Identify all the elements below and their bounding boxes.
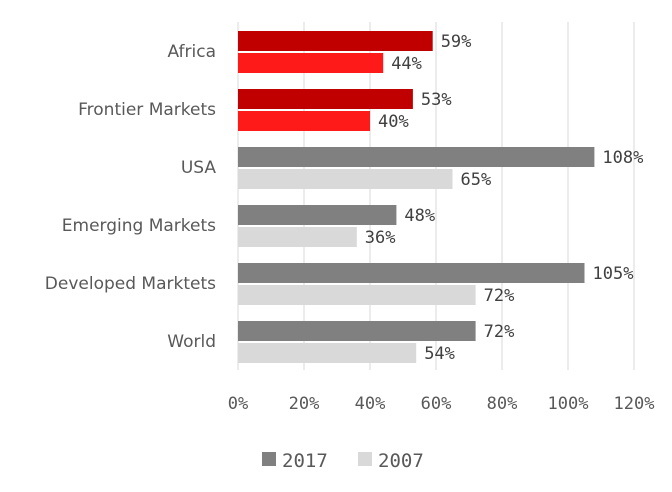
bar-developed-marktets-2017 — [238, 263, 585, 283]
data-label-developed-marktets-2017: 105% — [593, 264, 634, 284]
bar-africa-2017 — [238, 31, 433, 51]
bar-usa-2017 — [238, 147, 595, 167]
data-label-usa-2017: 108% — [602, 148, 643, 168]
category-label-africa: Africa — [168, 42, 217, 62]
data-label-emerging-markets-2007: 36% — [365, 228, 396, 248]
category-label-frontier-markets: Frontier Markets — [78, 100, 216, 120]
x-tick-label-2: 40% — [355, 394, 386, 414]
bar-emerging-markets-2017 — [238, 205, 397, 225]
bar-developed-marktets-2007 — [238, 285, 476, 305]
data-label-emerging-markets-2017: 48% — [404, 206, 435, 226]
x-tick-label-0: 0% — [228, 394, 248, 414]
legend-label-2007: 2007 — [378, 450, 424, 472]
data-label-frontier-markets-2007: 40% — [378, 112, 409, 132]
legend-label-2017: 2017 — [282, 450, 328, 472]
x-tick-label-5: 100% — [548, 394, 589, 414]
x-tick-label-4: 80% — [487, 394, 518, 414]
legend: 2017 2007 — [262, 450, 424, 472]
category-label-usa: USA — [181, 158, 217, 178]
bar-usa-2007 — [238, 169, 453, 189]
category-labels: Africa Frontier Markets USA Emerging Market… — [45, 42, 217, 352]
data-label-frontier-markets-2017: 53% — [421, 90, 452, 110]
bar-frontier-markets-2007 — [238, 111, 370, 131]
data-label-world-2017: 72% — [484, 322, 515, 342]
data-labels: 59% 44% 53% 40% 108% 65% 48% 36% 105% 72% 72% 54% — [365, 32, 644, 364]
bar-frontier-markets-2017 — [238, 89, 413, 109]
x-axis-ticks: 0% 20% 40% 60% 80% 100% 120% — [228, 394, 655, 414]
bars — [238, 31, 595, 363]
data-label-world-2007: 54% — [424, 344, 455, 364]
x-tick-label-1: 20% — [289, 394, 320, 414]
legend-swatch-2007 — [358, 452, 372, 466]
data-label-developed-marktets-2007: 72% — [484, 286, 515, 306]
gridlines — [237, 22, 635, 370]
category-label-developed-marktets: Developed Marktets — [45, 274, 216, 294]
bar-world-2007 — [238, 343, 417, 363]
legend-swatch-2017 — [262, 452, 276, 466]
category-label-world: World — [167, 332, 216, 352]
bar-emerging-markets-2007 — [238, 227, 357, 247]
bar-world-2017 — [238, 321, 476, 341]
category-label-emerging-markets: Emerging Markets — [62, 216, 216, 236]
x-tick-label-3: 60% — [421, 394, 452, 414]
data-label-africa-2017: 59% — [441, 32, 472, 52]
data-label-usa-2007: 65% — [461, 170, 492, 190]
x-tick-label-6: 120% — [614, 394, 655, 414]
data-label-africa-2007: 44% — [391, 54, 422, 74]
bar-africa-2007 — [238, 53, 384, 73]
